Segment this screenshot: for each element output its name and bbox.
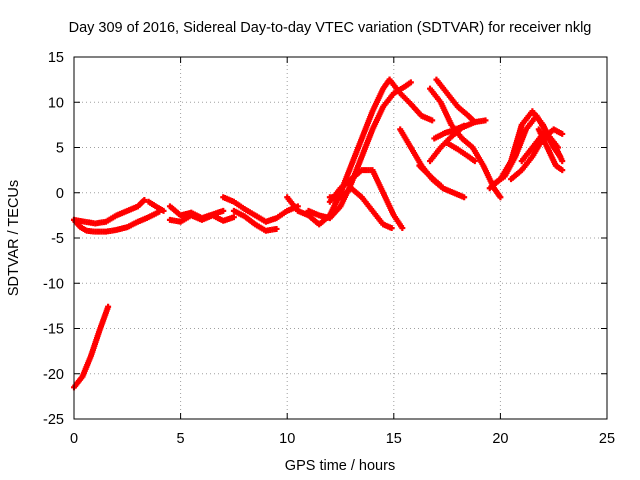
y-tick-label: -15	[43, 322, 64, 338]
data-point	[160, 207, 167, 214]
y-tick-label: -10	[43, 276, 64, 292]
x-axis-label: GPS time / hours	[285, 458, 395, 474]
y-tick-label: 0	[56, 186, 64, 202]
data-points	[71, 76, 566, 391]
x-tick-label: 5	[177, 431, 185, 447]
data-point	[461, 122, 468, 129]
data-point	[429, 117, 436, 124]
series-arc-19	[431, 122, 468, 142]
data-point	[497, 194, 504, 201]
x-tick-label: 10	[279, 431, 295, 447]
data-point	[141, 196, 148, 203]
grid	[74, 57, 607, 419]
series-arc-1	[71, 303, 112, 391]
series-arc-13	[386, 76, 436, 124]
series-arc-12	[326, 185, 395, 232]
ticks: -25 -20 -15 -10 -5 0 5 10 15 0 5 10 15 20 25	[43, 50, 615, 447]
y-tick-label: 10	[48, 95, 64, 111]
x-tick-label: 0	[70, 431, 78, 447]
x-tick-label: 15	[386, 431, 402, 447]
data-point	[399, 225, 406, 232]
plot-frame	[73, 56, 608, 420]
series-arc-9	[284, 76, 393, 228]
data-point	[388, 225, 395, 232]
data-point	[559, 130, 566, 137]
series-arc-3	[71, 196, 148, 227]
data-point	[437, 182, 444, 189]
series-arc-8	[230, 207, 280, 234]
series-arc-20	[444, 139, 478, 165]
series-arc-6	[166, 212, 237, 225]
series-arc-16	[433, 76, 478, 126]
series-arc-17	[416, 162, 444, 189]
y-tick-label: 5	[56, 141, 64, 157]
series-arc-4	[145, 198, 167, 214]
series-arc-15	[427, 85, 504, 201]
data-point	[559, 158, 566, 165]
data-point	[407, 79, 414, 86]
data-point	[482, 117, 489, 124]
chart-title: Day 309 of 2016, Sidereal Day-to-day VTE…	[69, 20, 592, 36]
data-point	[559, 167, 566, 174]
data-point	[105, 303, 112, 310]
data-point	[230, 214, 237, 221]
data-point	[220, 207, 227, 214]
y-tick-label: 15	[48, 50, 64, 66]
x-tick-label: 25	[599, 431, 615, 447]
series-arc-7	[220, 194, 301, 225]
data-point	[471, 158, 478, 165]
series-arc-25	[535, 126, 566, 174]
data-point	[273, 225, 280, 232]
y-tick-label: -20	[43, 367, 64, 383]
y-axis-label: SDTVAR / TECUs	[6, 180, 22, 296]
y-tick-label: -5	[51, 231, 64, 247]
data-point	[461, 194, 468, 201]
y-tick-label: -25	[43, 412, 64, 428]
x-tick-label: 20	[492, 431, 508, 447]
